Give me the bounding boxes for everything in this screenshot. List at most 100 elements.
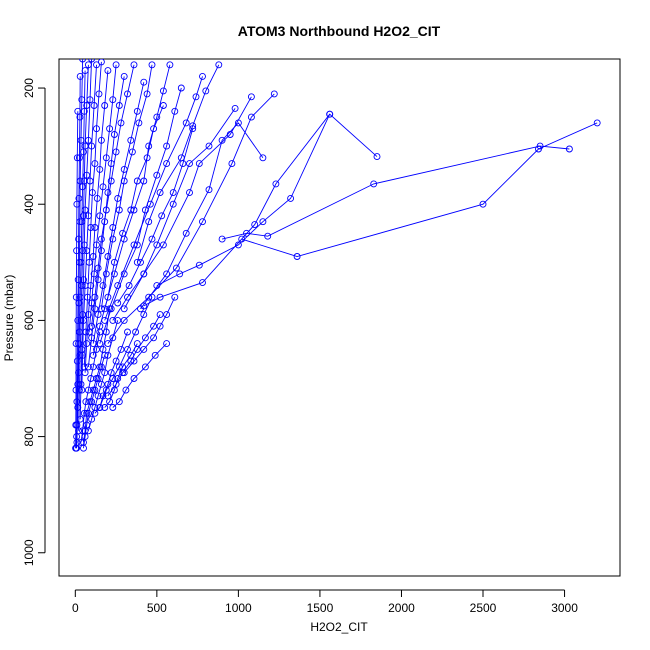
x-tick-label: 0 — [72, 601, 79, 615]
data-point — [199, 218, 206, 226]
data-point — [199, 72, 206, 80]
data-point — [110, 258, 118, 266]
data-point — [120, 72, 128, 80]
x-tick-label: 2000 — [388, 601, 415, 615]
series-18 — [85, 61, 120, 336]
data-point — [272, 180, 280, 188]
data-point — [137, 305, 144, 313]
data-point — [83, 340, 91, 348]
data-point — [124, 345, 131, 353]
series-line — [80, 331, 101, 443]
data-point — [287, 194, 295, 202]
y-axis-label: Pressure (mbar) — [2, 275, 16, 362]
data-point — [76, 72, 84, 80]
data-point — [79, 183, 87, 191]
data-point — [133, 241, 141, 249]
data-point — [130, 375, 138, 382]
data-point — [125, 282, 133, 290]
data-point — [179, 160, 187, 168]
data-point — [140, 78, 148, 86]
data-point — [96, 404, 104, 411]
data-point — [97, 247, 105, 255]
data-point — [88, 142, 96, 150]
x-tick-label: 2500 — [470, 601, 497, 615]
data-point — [150, 334, 158, 342]
data-point — [182, 119, 190, 127]
data-point — [114, 194, 122, 202]
series-36 — [109, 340, 171, 411]
data-point — [83, 247, 91, 255]
series-line — [100, 64, 153, 309]
data-point — [112, 61, 120, 69]
data-point — [88, 334, 96, 342]
data-point — [91, 305, 99, 313]
data-point — [163, 340, 171, 348]
data-point — [133, 177, 141, 185]
series-line — [92, 105, 164, 356]
data-point — [156, 311, 164, 319]
x-axis: 0 500 1000 1500 2000 2500 3000 — [72, 589, 578, 615]
data-point — [75, 235, 83, 243]
data-point — [117, 345, 125, 353]
data-point — [177, 84, 185, 92]
series-20 — [80, 59, 105, 371]
series-line — [104, 76, 203, 321]
data-point — [77, 136, 85, 144]
series-line — [81, 64, 97, 391]
series-30 — [84, 316, 122, 435]
data-point — [231, 104, 239, 112]
data-point — [171, 293, 179, 301]
series-line — [107, 93, 275, 344]
data-point — [94, 276, 102, 284]
data-point — [293, 253, 301, 260]
data-point — [234, 241, 242, 249]
data-point — [76, 113, 84, 121]
data-point — [90, 270, 98, 278]
data-point — [109, 404, 117, 411]
series-17 — [84, 72, 128, 371]
data-point — [120, 305, 128, 313]
data-point — [176, 270, 184, 278]
data-point — [143, 154, 151, 162]
data-point — [107, 160, 115, 168]
data-point — [137, 258, 144, 266]
y-tick-label: 800 — [22, 426, 36, 446]
data-point — [91, 404, 99, 411]
data-point — [87, 375, 95, 382]
x-tick-label: 500 — [147, 601, 167, 615]
data-point — [88, 299, 96, 307]
series-line — [104, 64, 171, 309]
data-point — [114, 299, 122, 307]
data-point — [122, 386, 130, 394]
data-point — [163, 311, 171, 319]
data-point — [96, 340, 104, 348]
series-line — [83, 61, 102, 367]
data-point — [140, 311, 148, 319]
data-point — [91, 160, 99, 168]
series-35 — [104, 311, 164, 400]
data-point — [91, 224, 99, 231]
data-point — [218, 235, 226, 243]
series-line — [76, 59, 84, 449]
data-point — [128, 148, 136, 156]
data-point — [83, 171, 91, 179]
series-37 — [96, 293, 156, 411]
data-point — [72, 386, 80, 394]
series-15 — [89, 78, 148, 348]
data-point — [195, 261, 203, 269]
series-1 — [218, 142, 573, 243]
data-point — [565, 145, 573, 153]
x-tick-label: 1000 — [225, 601, 252, 615]
data-point — [72, 421, 80, 429]
data-point — [119, 369, 127, 377]
series-line — [99, 87, 182, 344]
data-point — [215, 61, 223, 69]
data-point — [140, 270, 148, 278]
series-33 — [77, 328, 104, 446]
data-point — [156, 189, 164, 197]
data-point — [158, 212, 166, 220]
data-point — [199, 279, 206, 287]
data-point — [93, 194, 101, 202]
data-point — [133, 107, 141, 115]
data-point — [192, 93, 200, 101]
